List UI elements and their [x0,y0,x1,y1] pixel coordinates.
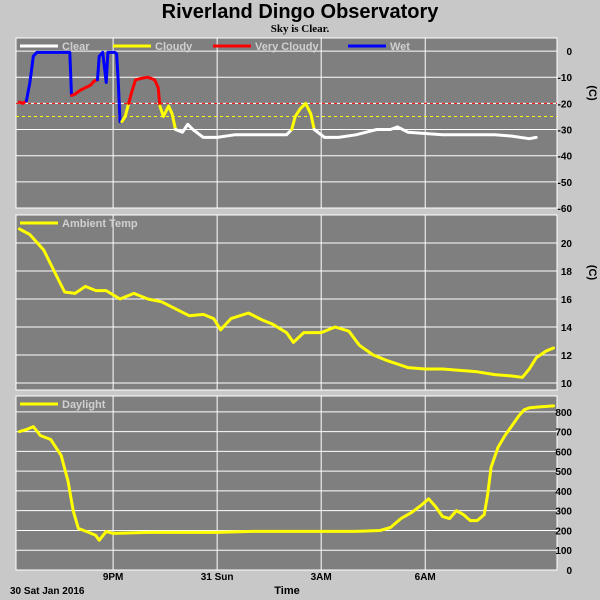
sky-temperature-plot: 0 -10 -20 -30 -40 -50 -60 (C) Clear Cloudy Very Cl… [15,37,598,215]
x-axis-label: Time [274,585,299,597]
y-tick-label: 0 [566,566,572,577]
y-tick-label: 16 [561,295,573,306]
legend-label: Clear [62,41,90,53]
sky-temperature-plot-area [15,37,558,209]
y-tick-label: 800 [555,408,572,419]
series-line-cloudy [120,101,131,124]
y-tick-label: -40 [558,152,573,163]
unit-label: (C) [586,85,598,101]
y-tick-label: 0 [566,47,572,58]
series-line-ambient-temp [18,227,555,379]
series-line-cloudy [158,104,177,131]
series-line-wet [24,50,73,103]
page-title: Riverland Dingo Observatory [161,1,439,23]
sky-status: Sky is Clear. [270,23,330,35]
date-label: 30 Sat Jan 2016 [10,586,85,597]
y-tick-label: 20 [561,239,573,250]
series-line-very-cloudy [127,75,162,108]
legend-label: Daylight [62,399,106,411]
y-tick-label: -30 [558,126,573,137]
series-line-clear [312,125,538,141]
legend-label: Wet [390,41,410,53]
y-tick-label: 100 [555,546,572,557]
y-tick-label: 600 [555,447,572,458]
y-tick-label: -10 [558,73,573,84]
x-tick-label: 9PM [103,572,124,583]
legend-label: Cloudy [155,41,193,53]
y-tick-label: 18 [561,267,573,278]
y-tick-label: 700 [555,428,572,439]
y-tick-label: 500 [555,467,572,478]
legend-label: Very Cloudy [255,41,319,53]
x-tick-label: 6AM [415,572,436,583]
y-tick-label: 10 [561,379,573,390]
ambient-temperature-plot: 10 12 14 16 18 20 (C) Ambient Temp [15,214,598,391]
x-axis: 9PM 31 Sun 3AM 6AM 30 Sat Jan 2016 Time [10,572,436,597]
y-tick-label: 300 [555,507,572,518]
series-line-cloudy [290,101,316,131]
x-tick-label: 3AM [311,572,332,583]
daylight-plot-area [15,395,558,571]
y-tick-label: -20 [558,99,573,110]
y-tick-label: 14 [561,323,573,334]
y-tick-label: -50 [558,178,573,189]
unit-label: (C) [586,265,598,281]
series-line-wet [96,50,124,124]
series-line-very-cloudy [70,78,99,97]
legend-label: Ambient Temp [62,218,138,230]
series-line-clear [174,122,294,139]
daylight-plot: 0 100 200 300 400 500 600 700 800 Daylight [15,395,572,577]
y-tick-label: 12 [561,351,573,362]
ambient-temperature-plot-area [15,214,558,391]
series-line-daylight [18,404,555,542]
x-tick-label: 31 Sun [201,572,234,583]
y-tick-label: 200 [555,526,572,537]
y-tick-label: -60 [558,204,573,215]
y-tick-label: 400 [555,487,572,498]
